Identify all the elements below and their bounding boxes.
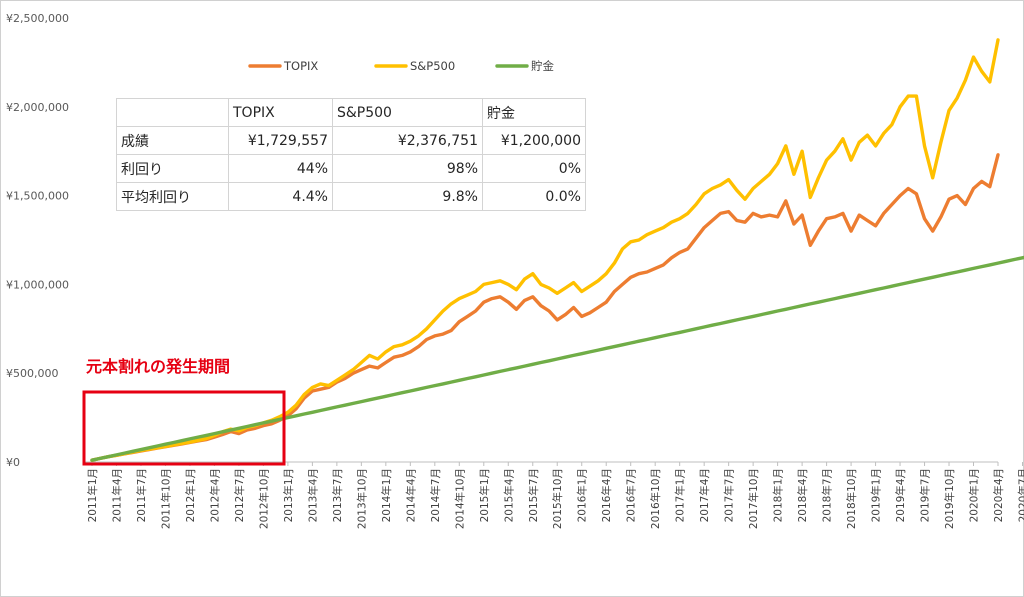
stats-cell: ¥1,729,557 (228, 126, 333, 155)
legend-label: TOPIX (283, 59, 318, 73)
x-tick-label: 2011年10月 (159, 468, 172, 529)
x-tick-label: 2017年1月 (674, 468, 687, 522)
stats-cell: 98% (332, 154, 483, 183)
y-tick-label: ¥1,000,000 (6, 278, 69, 291)
legend-label: 貯金 (531, 59, 554, 73)
series-line-sp500 (90, 38, 1000, 462)
x-tick-label: 2011年7月 (135, 468, 148, 522)
stats-cell: 0% (482, 154, 586, 183)
annotation: 元本割れの発生期間 (82, 357, 286, 466)
x-tick-label: 2012年10月 (257, 468, 270, 529)
x-tick-label: 2013年10月 (355, 468, 368, 529)
x-tick-label: 2015年10月 (551, 468, 564, 529)
x-tick-label: 2013年1月 (282, 468, 295, 522)
x-tick-label: 2012年4月 (208, 468, 221, 522)
x-tick-label: 2013年4月 (306, 468, 319, 522)
annotation-box (82, 390, 286, 466)
stats-header-row: TOPIX S&P500 貯金 (116, 98, 586, 127)
x-tick-label: 2014年7月 (429, 468, 442, 522)
x-tick-label: 2016年10月 (649, 468, 662, 529)
y-tick-label: ¥500,000 (6, 367, 59, 380)
x-tick-label: 2013年7月 (331, 468, 344, 522)
series-line-topix (90, 153, 1000, 462)
stats-cell: 9.8% (332, 182, 483, 211)
x-tick-label: 2017年7月 (723, 468, 736, 522)
x-tick-label: 2019年7月 (919, 468, 932, 522)
x-tick-label: 2019年1月 (870, 468, 883, 522)
x-tick-label: 2014年1月 (380, 468, 393, 522)
x-tick-label: 2018年1月 (772, 468, 785, 522)
stats-cell: ¥1,200,000 (482, 126, 586, 155)
series-line- (90, 255, 1024, 462)
x-tick-label: 2019年4月 (894, 468, 907, 522)
x-tick-label: 2011年1月 (86, 468, 99, 522)
stats-table: TOPIX S&P500 貯金 成績 ¥1,729,557 ¥2,376,751… (116, 98, 586, 211)
x-tick-label: 2016年1月 (576, 468, 589, 522)
stats-col-savings: 貯金 (482, 98, 586, 127)
x-tick-label: 2016年7月 (625, 468, 638, 522)
x-tick-label: 2017年10月 (747, 468, 760, 529)
x-tick-label: 2019年10月 (943, 468, 956, 529)
x-tick-label: 2018年10月 (845, 468, 858, 529)
stats-row: 利回り 44% 98% 0% (116, 154, 586, 183)
stats-col-topix: TOPIX (228, 98, 333, 127)
series-lines (90, 38, 1024, 462)
stats-col-sp500: S&P500 (332, 98, 483, 127)
x-tick-label: 2017年4月 (698, 468, 711, 522)
annotation-label: 元本割れの発生期間 (86, 357, 230, 376)
x-tick-label: 2018年7月 (821, 468, 834, 522)
y-tick-label: ¥2,500,000 (6, 12, 69, 25)
stats-row: 平均利回り 4.4% 9.8% 0.0% (116, 182, 586, 211)
y-tick-label: ¥2,000,000 (6, 101, 69, 114)
x-tick-label: 2014年4月 (404, 468, 417, 522)
y-tick-label: ¥0 (6, 456, 20, 469)
x-tick-label: 2016年4月 (600, 468, 613, 522)
stats-row-label: 成績 (116, 126, 229, 155)
x-tick-label: 2020年1月 (968, 468, 981, 522)
stats-corner-cell (116, 98, 229, 127)
stats-cell: ¥2,376,751 (332, 126, 483, 155)
x-tick-label: 2018年4月 (796, 468, 809, 522)
x-tick-label: 2015年4月 (502, 468, 515, 522)
x-tick-label: 2020年7月 (1016, 468, 1024, 522)
x-tick-label: 2012年7月 (233, 468, 246, 522)
stats-row: 成績 ¥1,729,557 ¥2,376,751 ¥1,200,000 (116, 126, 586, 155)
legend: TOPIX S&P500 貯金 (248, 59, 554, 73)
x-tick-label: 2011年4月 (110, 468, 123, 522)
stats-cell: 0.0% (482, 182, 586, 211)
x-tick-label: 2014年10月 (453, 468, 466, 529)
x-axis: 2011年1月 2011年4月 2011年7月 2011年10月 2012年1月 2012… (84, 461, 1024, 529)
stats-cell: 44% (228, 154, 333, 183)
y-tick-label: ¥1,500,000 (6, 190, 69, 203)
y-axis: ¥0 ¥500,000 ¥1,000,000 ¥1,500,000 ¥2,000,000… (6, 12, 69, 469)
x-tick-label: 2020年4月 (992, 468, 1005, 522)
legend-label: S&P500 (410, 59, 455, 73)
stats-cell: 4.4% (228, 182, 333, 211)
stats-row-label: 利回り (116, 154, 229, 183)
x-tick-label: 2015年1月 (478, 468, 491, 522)
x-tick-label: 2012年1月 (184, 468, 197, 522)
x-tick-label: 2015年7月 (527, 468, 540, 522)
stats-row-label: 平均利回り (116, 182, 229, 211)
